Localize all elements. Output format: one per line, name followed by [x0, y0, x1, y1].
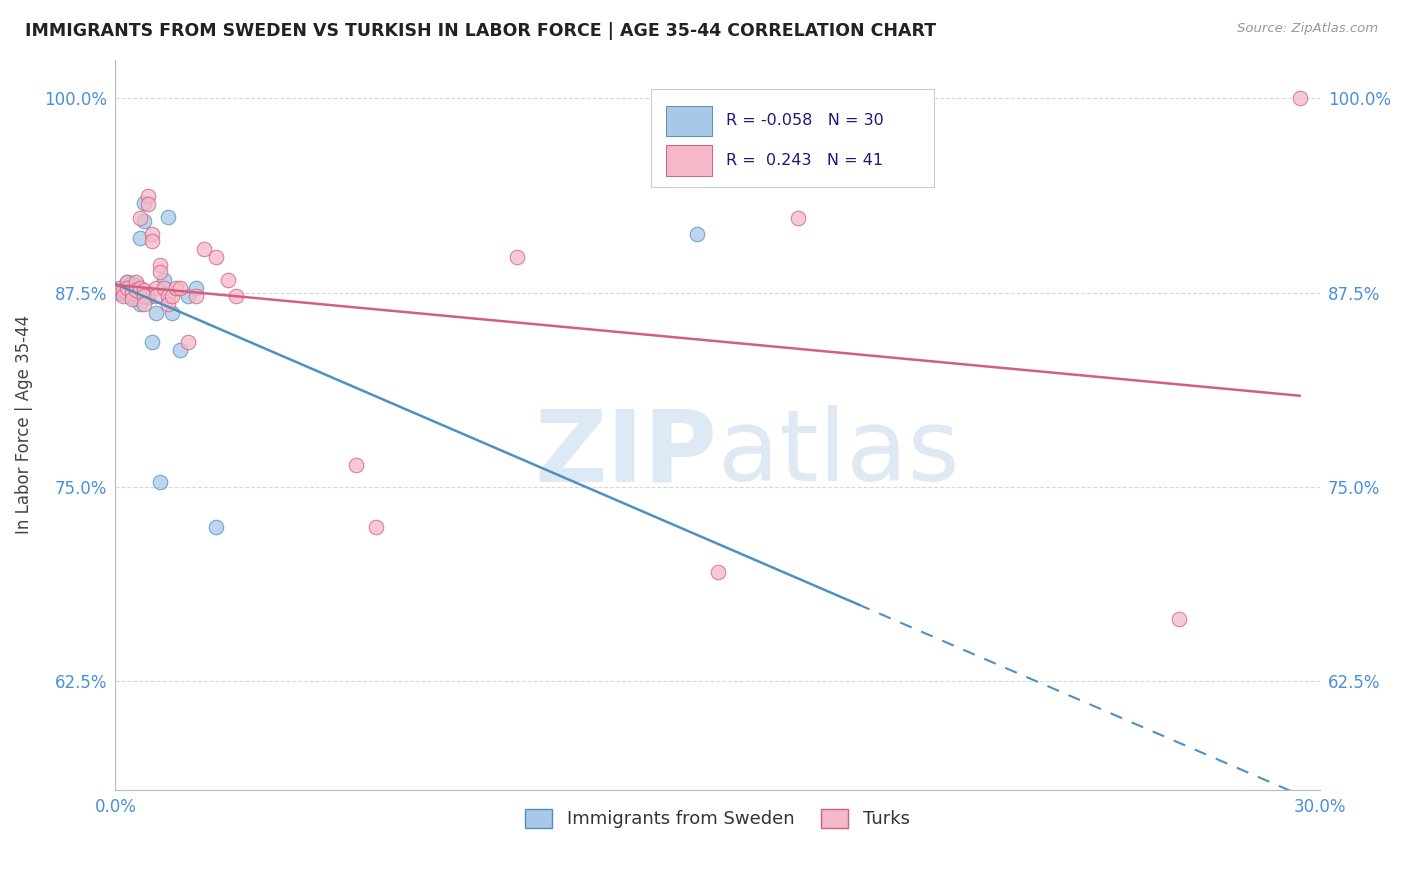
Point [152, 281, 174, 295]
Point [124, 284, 146, 298]
Text: R =  0.243   N = 41: R = 0.243 N = 41 [725, 153, 883, 168]
Point [141, 335, 163, 350]
Point [152, 273, 174, 287]
Point [108, 285, 131, 300]
Point [112, 283, 135, 297]
Point [176, 335, 198, 350]
Point [124, 292, 146, 306]
Point [1168, 612, 1191, 626]
Point [786, 211, 808, 225]
Point [184, 281, 207, 295]
Point [136, 189, 159, 203]
Point [169, 343, 191, 358]
Point [193, 242, 215, 256]
Point [145, 289, 167, 303]
Point [121, 290, 143, 304]
Point [160, 289, 183, 303]
Point [160, 306, 183, 320]
Y-axis label: In Labor Force | Age 35-44: In Labor Force | Age 35-44 [15, 315, 32, 534]
Point [156, 210, 179, 224]
Point [124, 277, 146, 292]
Text: atlas: atlas [717, 406, 959, 502]
Point [141, 235, 163, 249]
Point [225, 289, 247, 303]
Point [121, 292, 143, 306]
Point [117, 285, 139, 300]
Point [686, 227, 709, 241]
Text: R = -0.058   N = 30: R = -0.058 N = 30 [725, 113, 884, 128]
Point [169, 281, 191, 295]
Point [117, 281, 139, 295]
Point [121, 283, 143, 297]
Point [204, 520, 226, 534]
Point [136, 197, 159, 211]
Point [132, 296, 155, 310]
Point [121, 277, 143, 291]
Point [366, 520, 388, 534]
Point [136, 290, 159, 304]
Text: ZIP: ZIP [534, 406, 717, 502]
Point [112, 281, 135, 295]
Point [112, 289, 135, 303]
Point [112, 287, 135, 301]
Point [132, 214, 155, 228]
Legend: Immigrants from Sweden, Turks: Immigrants from Sweden, Turks [517, 802, 917, 836]
Point [132, 283, 155, 297]
Point [165, 281, 187, 295]
Point [184, 289, 207, 303]
Point [132, 289, 155, 303]
Point [132, 195, 155, 210]
Point [506, 250, 529, 264]
Point [217, 273, 239, 287]
Point [156, 289, 179, 303]
Point [128, 296, 150, 310]
Point [108, 281, 131, 295]
Point [1288, 91, 1310, 105]
Point [149, 258, 172, 272]
Point [204, 250, 226, 264]
Point [176, 289, 198, 303]
Point [156, 296, 179, 310]
FancyBboxPatch shape [666, 105, 711, 136]
Point [121, 285, 143, 300]
Point [117, 281, 139, 295]
Point [145, 281, 167, 295]
FancyBboxPatch shape [651, 89, 935, 187]
Text: Source: ZipAtlas.com: Source: ZipAtlas.com [1237, 22, 1378, 36]
Point [149, 475, 172, 490]
Point [136, 285, 159, 300]
Point [145, 306, 167, 320]
Point [128, 231, 150, 245]
Point [117, 275, 139, 289]
Point [128, 211, 150, 225]
Point [124, 283, 146, 297]
Text: IMMIGRANTS FROM SWEDEN VS TURKISH IN LABOR FORCE | AGE 35-44 CORRELATION CHART: IMMIGRANTS FROM SWEDEN VS TURKISH IN LAB… [25, 22, 936, 40]
Point [128, 281, 150, 295]
Point [868, 814, 890, 828]
Point [141, 227, 163, 241]
Point [149, 265, 172, 279]
Point [124, 275, 146, 289]
Point [117, 275, 139, 289]
FancyBboxPatch shape [666, 145, 711, 176]
Point [344, 458, 367, 472]
Point [706, 566, 728, 580]
